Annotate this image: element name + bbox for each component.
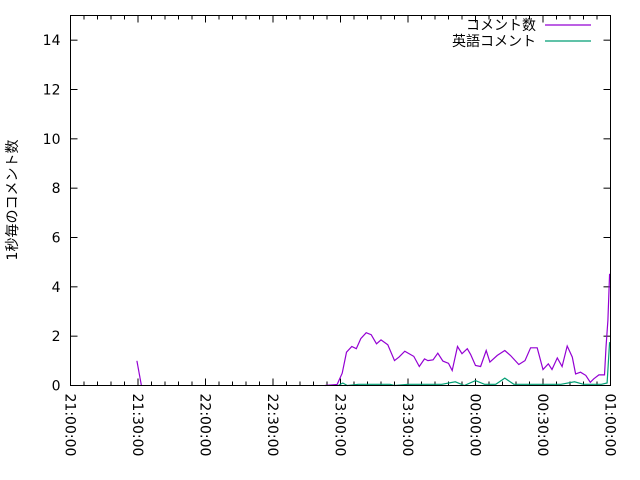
x-tick-label: 00:30:00 — [534, 394, 550, 457]
series-line-0 — [136, 360, 142, 386]
legend-label-1: 英語コメント — [452, 33, 536, 50]
series-line-1 — [338, 342, 611, 387]
x-tick-label: 23:00:00 — [332, 394, 348, 457]
y-axis-label: 1秒毎のコメント数 — [5, 140, 21, 261]
y-tick-label: 8 — [52, 181, 61, 197]
plot-border — [70, 15, 611, 386]
x-tick-label: 21:00:00 — [62, 394, 78, 457]
series-lines — [136, 273, 611, 387]
legend: コメント数 英語コメント — [452, 18, 591, 50]
y-tick-label: 6 — [52, 231, 61, 247]
y-tick-label: 0 — [52, 379, 61, 395]
x-tick-label: 22:00:00 — [197, 394, 213, 457]
x-tick-label: 22:30:00 — [264, 394, 280, 457]
y-tick-label: 12 — [43, 83, 61, 99]
y-tick-label: 14 — [43, 33, 61, 49]
legend-label-0: コメント数 — [466, 18, 536, 34]
y-tick-label: 2 — [52, 329, 61, 345]
y-tick-label: 4 — [52, 280, 61, 296]
x-tick-label: 23:30:00 — [399, 394, 415, 457]
y-tick-label: 10 — [43, 132, 61, 148]
x-tick-label: 01:00:00 — [602, 394, 618, 457]
x-tick-label: 21:30:00 — [129, 394, 145, 457]
axis-ticks: 0 2 4 6 8 10 12 14 21:00:00 21:30:00 22:00:00 22:30… — [43, 15, 618, 457]
x-tick-label: 00:00:00 — [467, 394, 483, 457]
series-line-0 — [324, 273, 611, 387]
